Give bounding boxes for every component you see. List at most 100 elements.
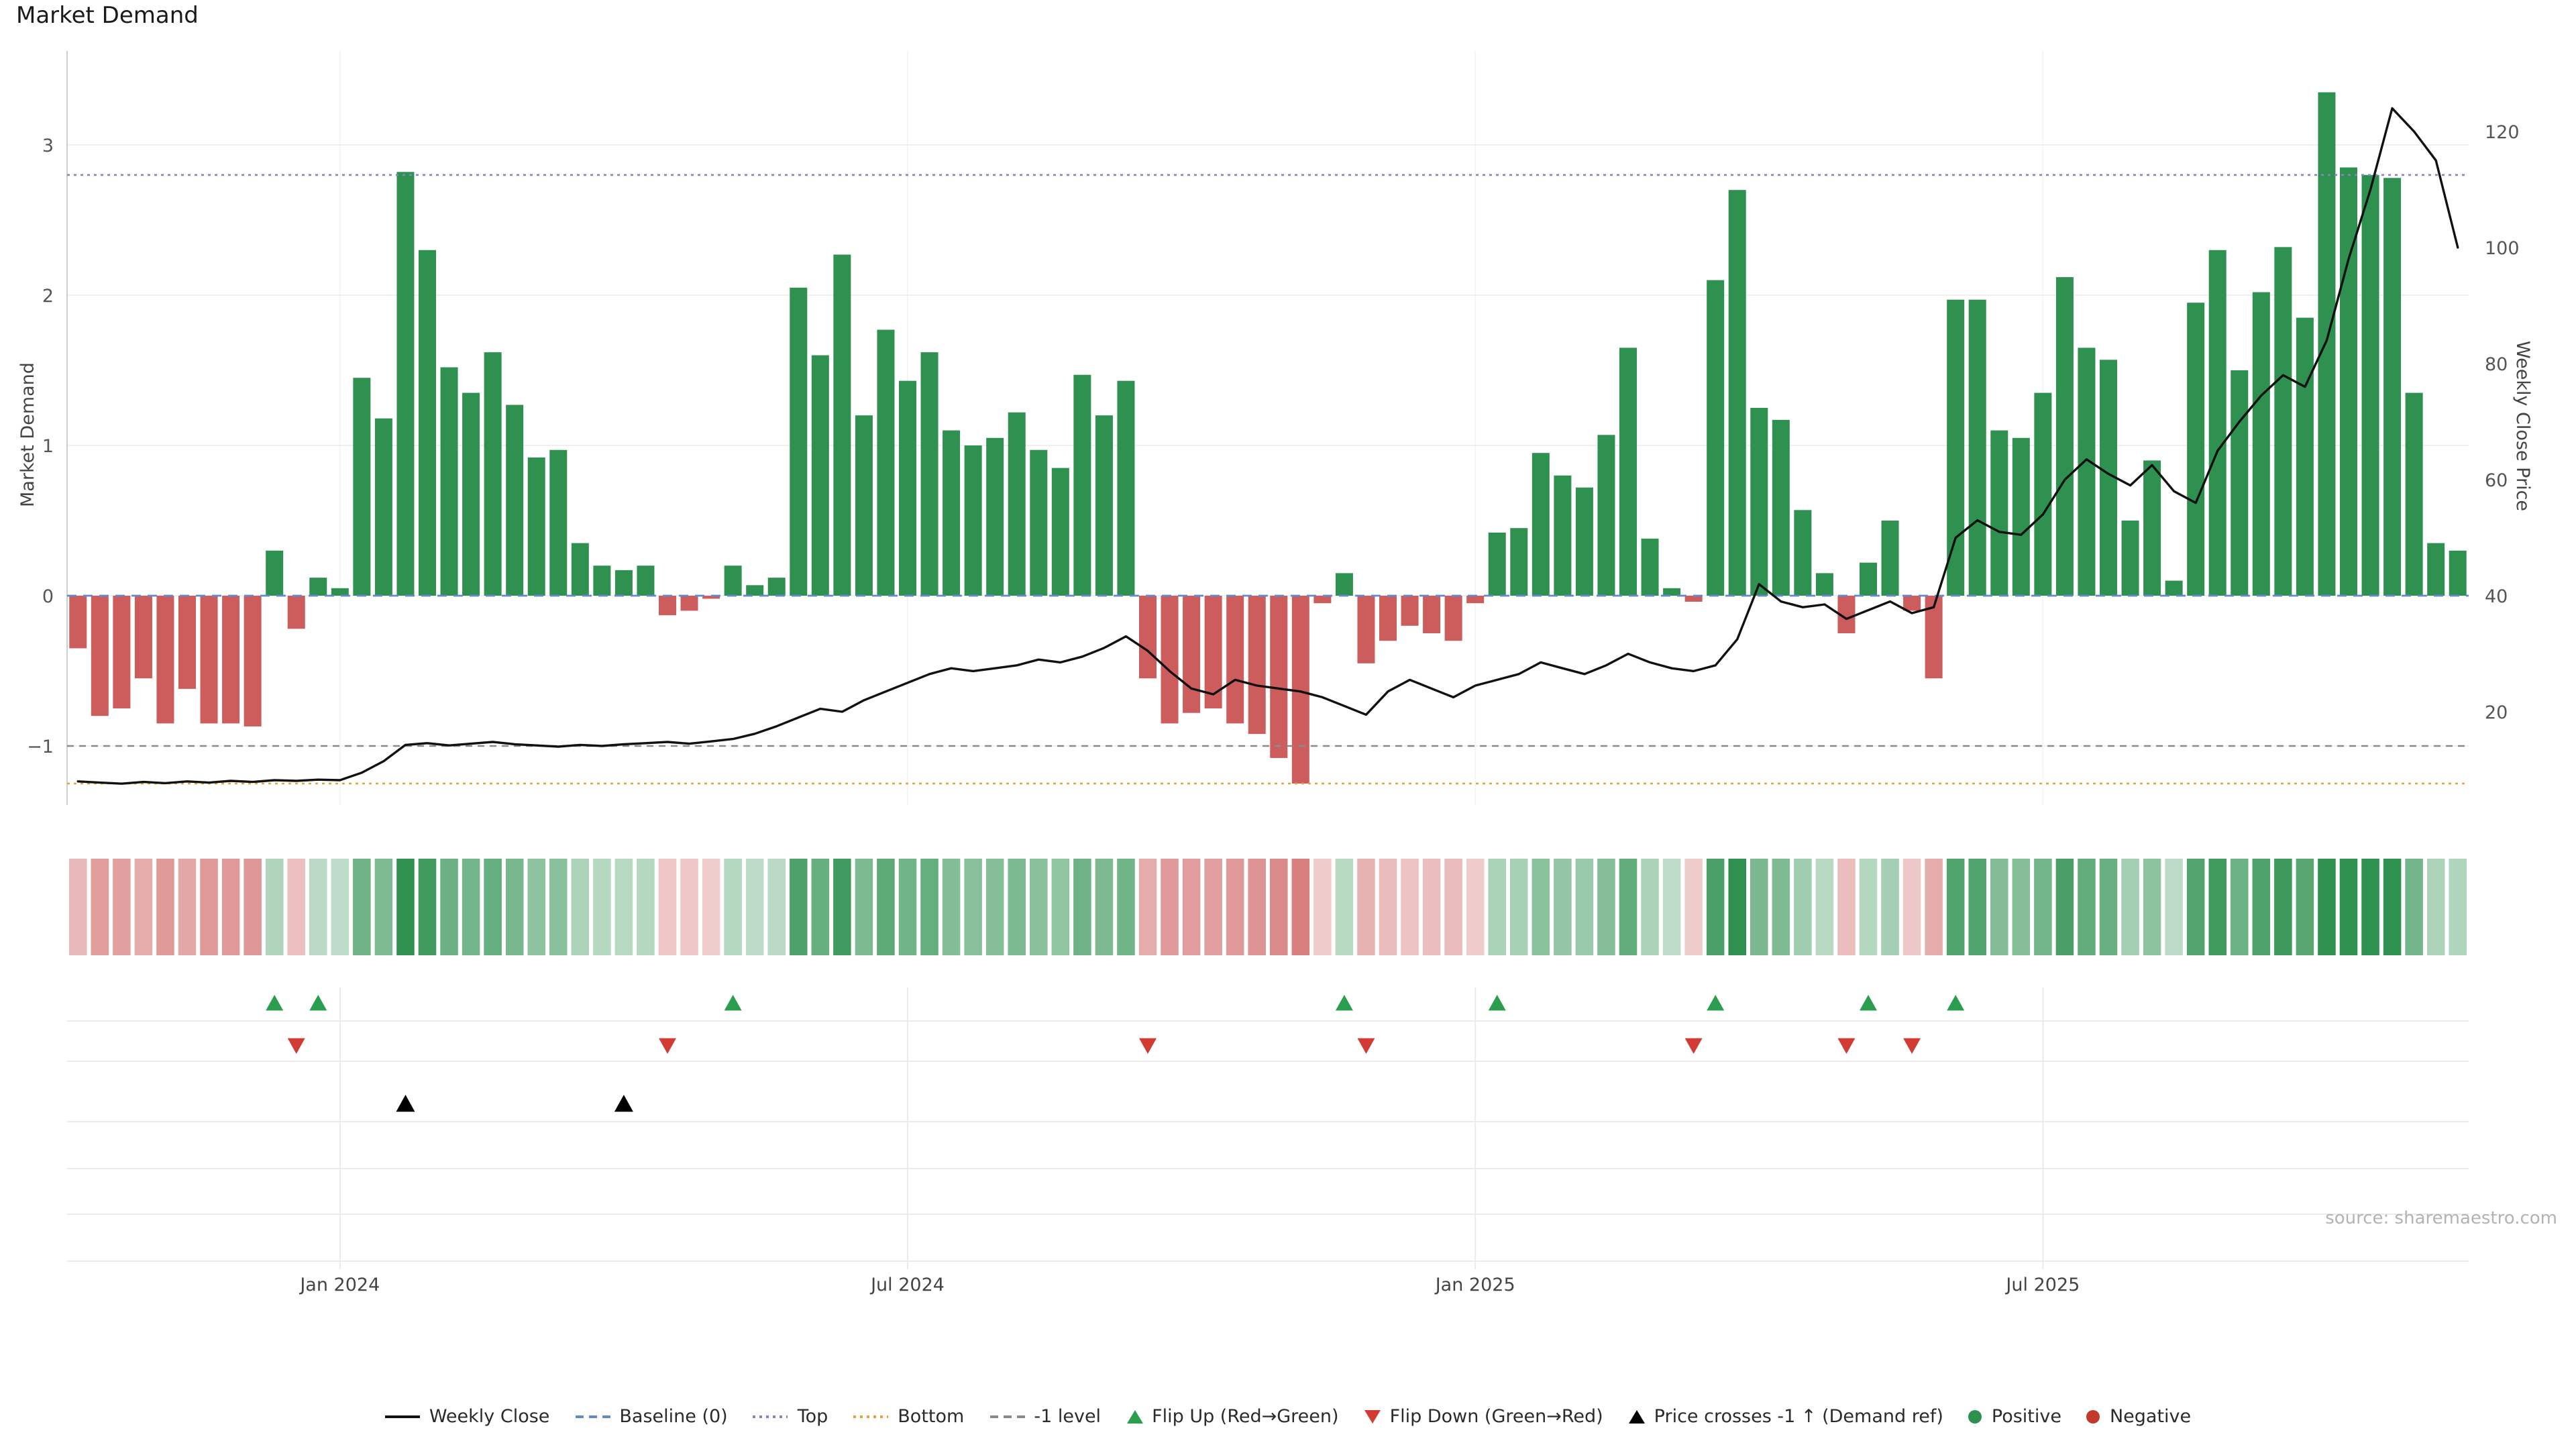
heatmap-cell — [2012, 859, 2031, 955]
heatmap-cell — [1248, 859, 1266, 955]
heatmap-cell — [1619, 859, 1638, 955]
left-tick-label: 2 — [42, 286, 54, 307]
demand-bar — [1139, 596, 1157, 679]
legend: Weekly Close Baseline (0) Top Bottom -1 leve… — [0, 1406, 2576, 1428]
heatmap-cell — [2208, 859, 2226, 955]
circle-icon — [1968, 1410, 1982, 1424]
demand-bar — [178, 596, 196, 689]
demand-bar — [637, 566, 655, 596]
heatmap-cell — [2296, 859, 2314, 955]
heatmap-cell — [2231, 859, 2249, 955]
heatmap-cell — [2426, 859, 2445, 955]
heatmap-cell — [2143, 859, 2161, 955]
flip-down-markers — [287, 1038, 1921, 1054]
demand-bar — [855, 415, 873, 596]
heatmap-cell — [1401, 859, 1419, 955]
demand-bar — [2012, 437, 2030, 596]
demand-bar — [2340, 167, 2357, 596]
heatmap-cell — [1946, 859, 1965, 955]
heatmap-cell — [549, 859, 568, 955]
x-tick-label: Jul 2025 — [2004, 1275, 2080, 1295]
demand-bar — [1488, 532, 1506, 596]
heatmap-cell — [374, 859, 393, 955]
demand-bar — [2318, 92, 2336, 596]
demand-bar — [767, 578, 786, 596]
demand-bar — [374, 418, 392, 596]
heatmap-cell — [331, 859, 350, 955]
demand-bar — [1794, 510, 1812, 596]
demand-bar — [1357, 596, 1375, 663]
flip-up-marker — [1335, 995, 1353, 1011]
demand-bar — [2252, 292, 2270, 596]
heatmap-cell — [1008, 859, 1026, 955]
triangle-down-icon — [1364, 1410, 1381, 1424]
demand-bar — [1947, 299, 1965, 596]
heatmap-cell — [898, 859, 917, 955]
heatmap-cell — [614, 859, 633, 955]
heatmap-cell — [1728, 859, 1746, 955]
heatmap-cell — [396, 859, 415, 955]
heatmap-cell — [1706, 859, 1725, 955]
demand-bar — [1532, 453, 1550, 596]
demand-bar — [1510, 528, 1528, 596]
flip-up-markers — [266, 995, 1965, 1011]
heatmap-cell — [2121, 859, 2139, 955]
demand-bar — [1051, 468, 1069, 596]
demand-bar — [1073, 374, 1091, 596]
heatmap-cell — [1161, 859, 1179, 955]
demand-bar — [309, 578, 327, 596]
demand-bar — [899, 380, 916, 596]
demand-bar — [2427, 543, 2445, 596]
right-tick-label: 60 — [2485, 470, 2508, 491]
legend-label: -1 level — [1034, 1406, 1102, 1428]
heatmap-cell — [462, 859, 480, 955]
legend-label: Price crosses -1 ↑ (Demand ref) — [1654, 1406, 1943, 1428]
legend-label: Flip Down (Green→Red) — [1389, 1406, 1603, 1428]
heatmap-cell — [571, 859, 590, 955]
right-tick-label: 40 — [2485, 586, 2508, 607]
heatmap-cell — [156, 859, 174, 955]
heatmap-cell — [69, 859, 87, 955]
left-tick-label: 3 — [42, 136, 54, 156]
marker-panel-gridlines — [67, 987, 2469, 1269]
source-credit: source: sharemaestro.com — [2325, 1209, 2557, 1229]
demand-bar — [2383, 178, 2402, 596]
heatmap-cell — [1138, 859, 1157, 955]
demand-bar — [1968, 299, 1986, 596]
demand-bar — [1095, 415, 1113, 596]
heatmap-cell — [1510, 859, 1528, 955]
flip-down-marker — [659, 1038, 676, 1054]
demand-bar — [440, 367, 458, 596]
heatmap-cell — [1881, 859, 1899, 955]
demand-bar — [1619, 347, 1637, 596]
heatmap-cell — [1575, 859, 1594, 955]
demand-bar — [549, 449, 568, 596]
demand-bar — [1466, 596, 1485, 604]
legend-item: -1 level — [989, 1406, 1101, 1428]
heatmap-cell — [767, 859, 786, 955]
heatmap-cell — [658, 859, 677, 955]
heatmap-cell — [1095, 859, 1114, 955]
demand-bar — [1444, 596, 1462, 641]
heatmap-cell — [113, 859, 131, 955]
demand-bar — [1313, 596, 1332, 604]
flip-up-marker — [309, 995, 327, 1011]
demand-bar — [2165, 580, 2183, 596]
demand-bar — [1335, 573, 1353, 596]
flip-up-marker — [266, 995, 284, 1011]
reference-lines — [67, 174, 2469, 785]
demand-bar — [833, 254, 851, 596]
legend-dashed-sample — [575, 1415, 610, 1418]
demand-bar — [2296, 317, 2314, 596]
flip-down-marker — [1684, 1038, 1703, 1054]
heatmap-cell — [418, 859, 437, 955]
demand-bar — [2208, 250, 2226, 596]
heatmap-cell — [309, 859, 327, 955]
chart-title: Market Demand — [16, 3, 199, 30]
demand-bar — [1881, 521, 1899, 596]
demand-bar — [200, 596, 218, 724]
heatmap-cell — [353, 859, 371, 955]
heatmap-cell — [1902, 859, 1921, 955]
heatmap-cell — [1662, 859, 1681, 955]
